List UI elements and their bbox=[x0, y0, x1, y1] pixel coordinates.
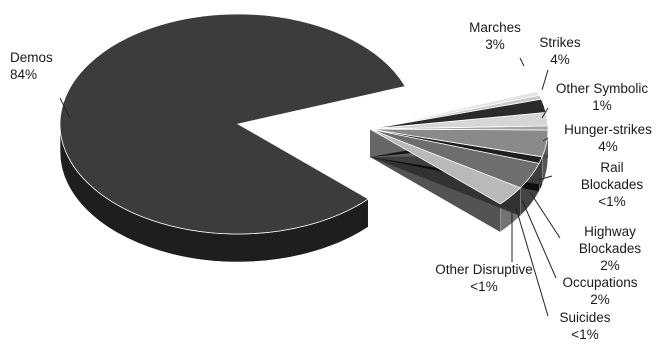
label-value-demos: 84% bbox=[10, 67, 37, 82]
leader-other-symbolic bbox=[541, 107, 549, 119]
label-text-other-symbolic: Other Symbolic bbox=[556, 81, 649, 96]
leader-lines bbox=[59, 57, 561, 317]
leader-hunger-strikes bbox=[542, 137, 549, 142]
leader-marches bbox=[519, 57, 525, 67]
label-text-demos: Demos bbox=[10, 50, 53, 65]
label-value-highway-blockades: 2% bbox=[600, 258, 620, 273]
label-other-symbolic: Other Symbolic 1% bbox=[556, 81, 649, 113]
slice-demos bbox=[59, 13, 406, 235]
label-text-rail-blockades: Rail bbox=[600, 160, 623, 175]
label-text-other-disruptive: Other Disruptive bbox=[435, 262, 533, 277]
slice-labels: Demos 84% Marches 3% Strikes 4% Other Symbolic… bbox=[10, 20, 652, 342]
leader-demos bbox=[59, 97, 71, 119]
label-text-occupations: Occupations bbox=[562, 275, 637, 290]
label-text-strikes: Strikes bbox=[539, 35, 581, 50]
label-value-other-disruptive: <1% bbox=[470, 279, 497, 294]
pie-slices bbox=[59, 13, 549, 263]
label-highway-blockades: Highway Blockades 2% bbox=[579, 224, 642, 273]
leader-rail-blockades bbox=[537, 175, 553, 181]
label-value-occupations: 2% bbox=[590, 292, 610, 307]
label-text-highway-blockades: Highway bbox=[584, 224, 636, 239]
label-marches: Marches 3% bbox=[469, 20, 521, 52]
label-demos: Demos 84% bbox=[10, 50, 53, 82]
slice-other-disruptive bbox=[369, 90, 541, 130]
label-value-marches: 3% bbox=[485, 37, 505, 52]
leader-suicides bbox=[515, 207, 549, 317]
label-value-suicides: <1% bbox=[571, 327, 598, 342]
label-rail-blockades: Rail Blockades <1% bbox=[581, 160, 644, 209]
label-occupations: Occupations 2% bbox=[562, 275, 637, 307]
leader-occupations bbox=[521, 199, 557, 279]
leader-highway-blockades bbox=[529, 191, 561, 239]
label-value-rail-blockades: <1% bbox=[598, 194, 625, 209]
label-value-hunger-strikes: 4% bbox=[598, 139, 618, 154]
label-value-other-symbolic: 1% bbox=[592, 98, 612, 113]
label-hunger-strikes: Hunger-strikes 4% bbox=[564, 122, 652, 154]
label-text-suicides: Suicides bbox=[559, 310, 610, 325]
leader-strikes bbox=[541, 69, 549, 91]
label-text-marches: Marches bbox=[469, 20, 521, 35]
label-value-strikes: 4% bbox=[550, 52, 570, 67]
label-text-rail-blockades: Blockades bbox=[581, 177, 644, 192]
label-text-highway-blockades: Blockades bbox=[579, 241, 642, 256]
label-strikes: Strikes 4% bbox=[539, 35, 581, 67]
label-other-disruptive: Other Disruptive <1% bbox=[435, 262, 533, 294]
label-text-hunger-strikes: Hunger-strikes bbox=[564, 122, 652, 137]
label-suicides: Suicides <1% bbox=[559, 310, 610, 342]
